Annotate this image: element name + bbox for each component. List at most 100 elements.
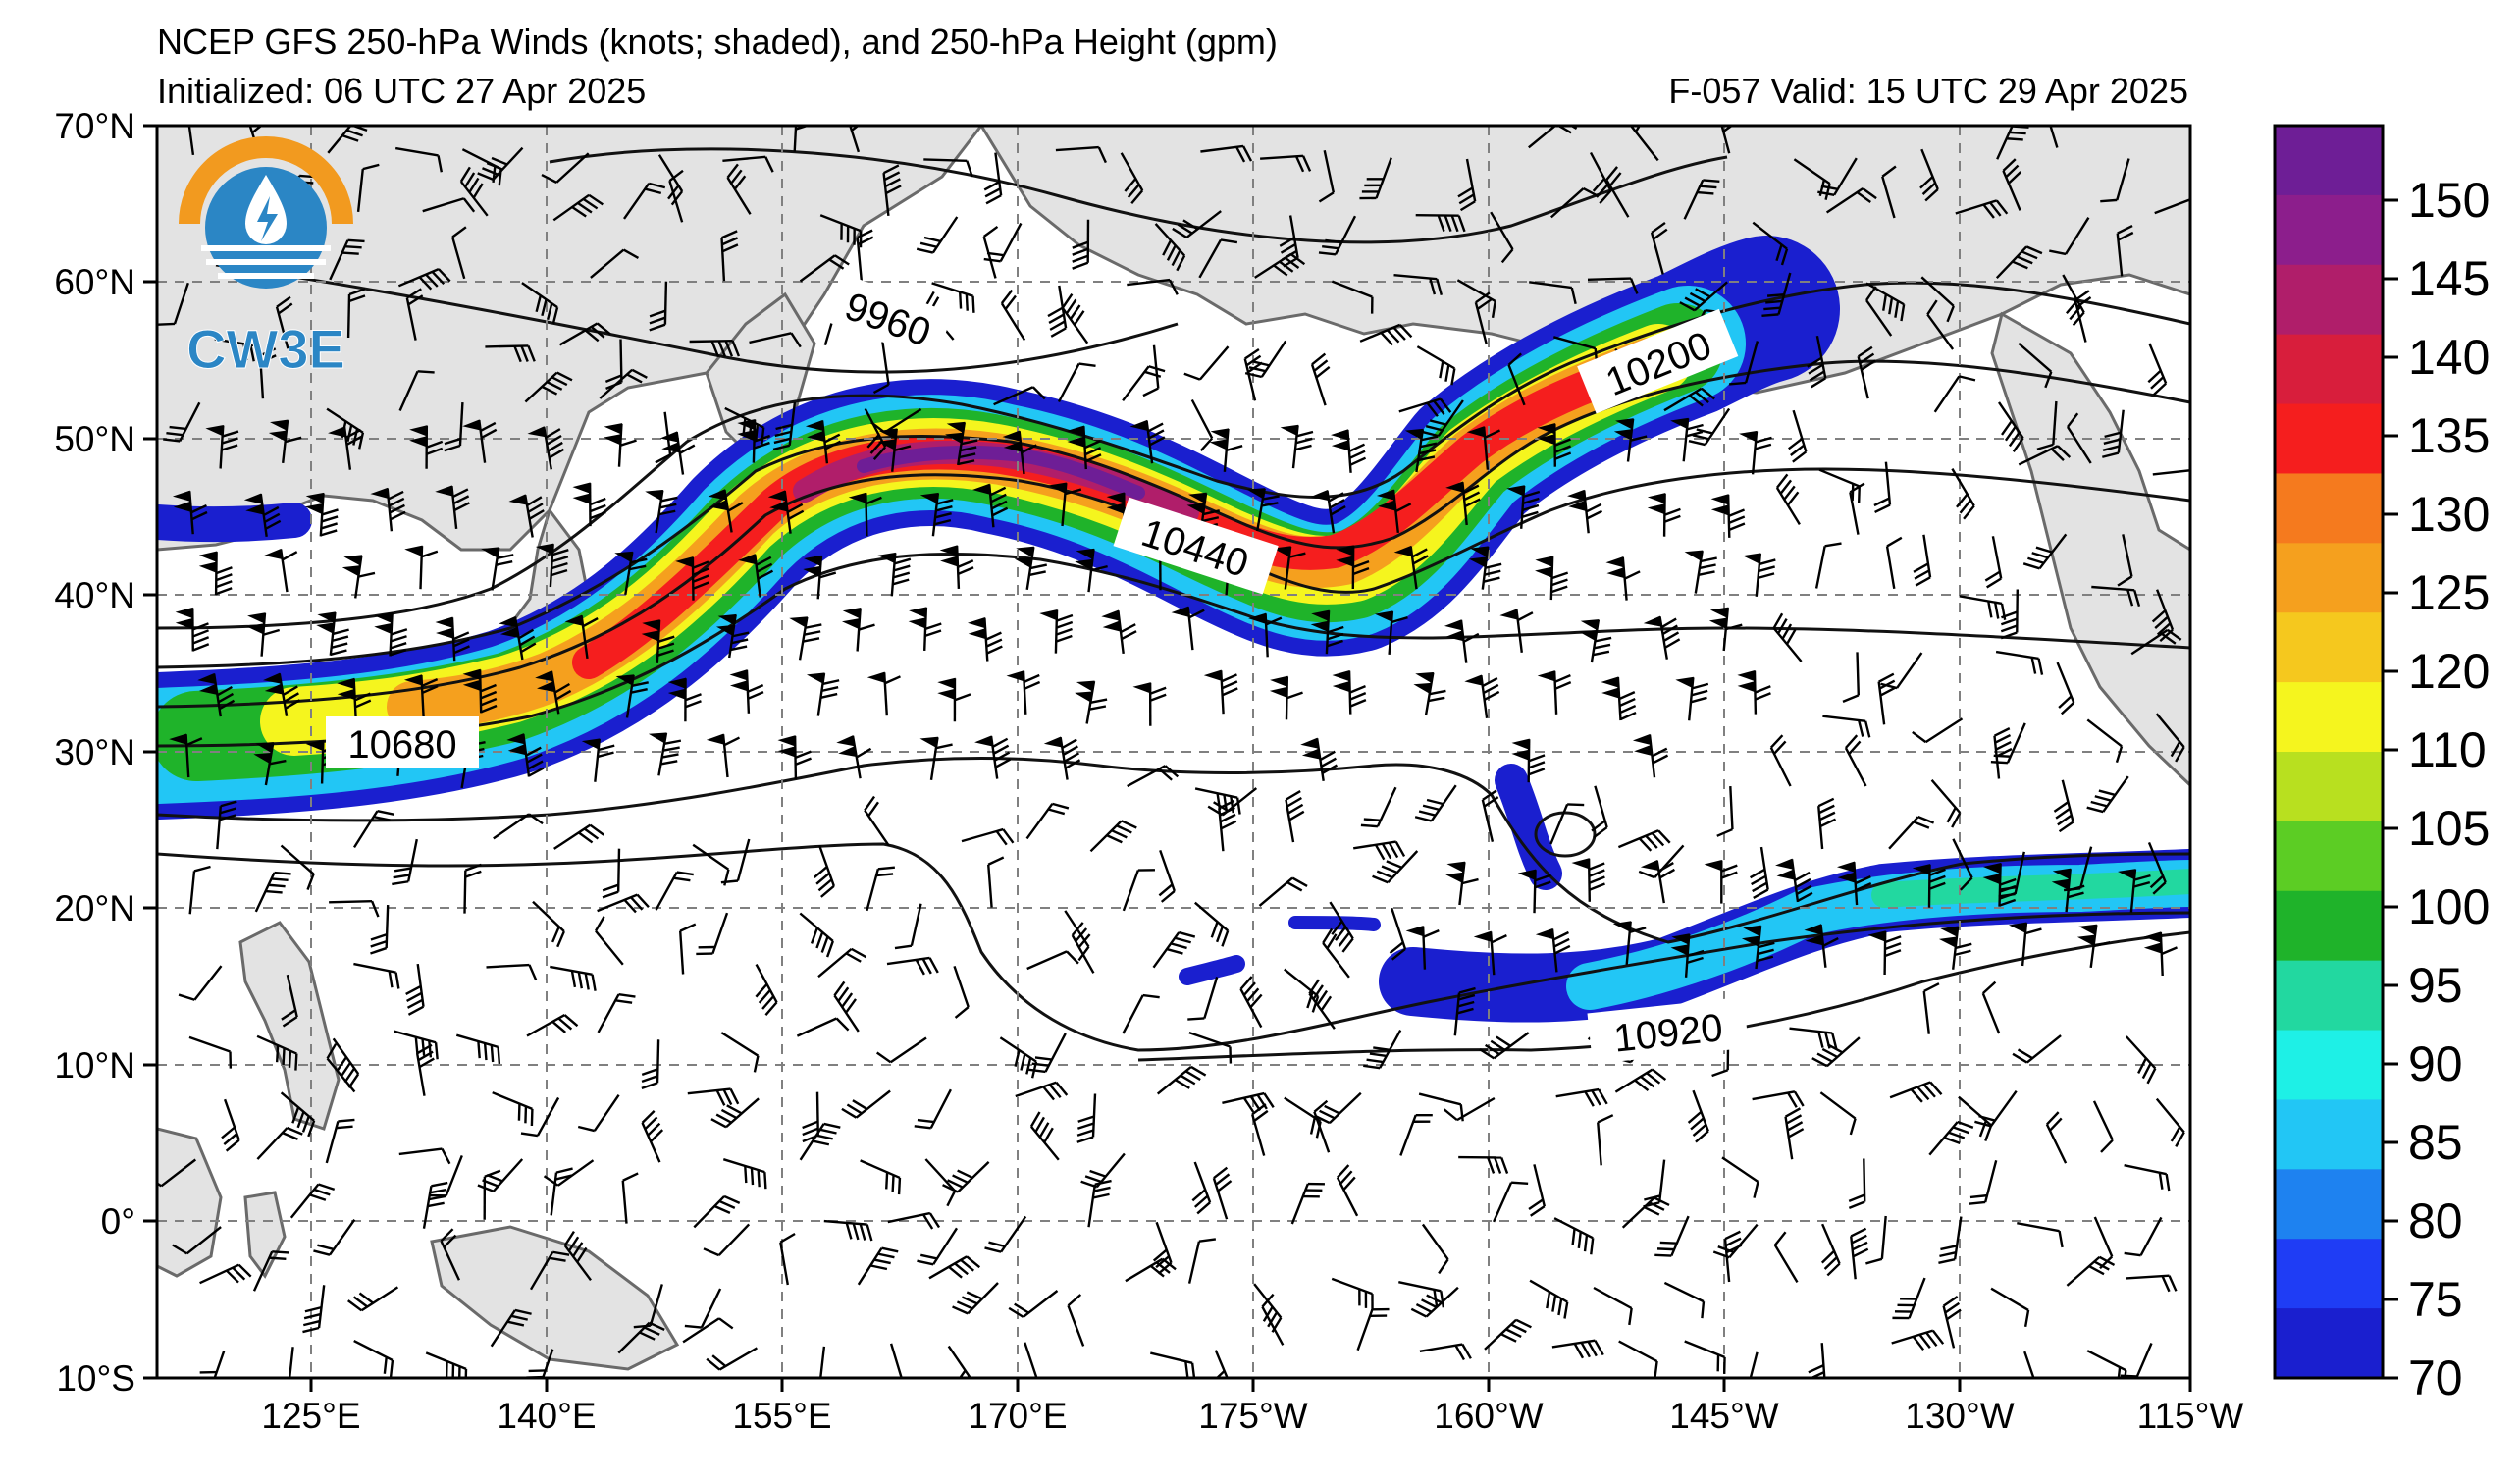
wind-barb — [1506, 485, 1541, 529]
wind-barb — [422, 1181, 448, 1229]
wind-barb — [968, 617, 1003, 662]
wind-barb — [2154, 196, 2190, 215]
contour-label-10680-group: 10680 — [326, 716, 479, 768]
wind-barb — [1836, 861, 1872, 906]
colorbar-segment — [2275, 890, 2383, 962]
wind-barb — [1605, 166, 1630, 218]
wind-barb — [1129, 419, 1166, 464]
wind-barb — [729, 669, 764, 714]
wind-barb — [1318, 150, 1336, 203]
wind-barb — [779, 1232, 796, 1286]
wind-barb — [1529, 1279, 1569, 1319]
wind-barb — [1127, 765, 1180, 788]
wind-barb — [435, 616, 470, 662]
wind-barb — [541, 152, 590, 184]
wind-barb — [706, 733, 741, 778]
wind-barb — [394, 1030, 439, 1060]
wind-barb — [1057, 362, 1096, 403]
colorbar-label: 100 — [2408, 879, 2490, 934]
wind-barb — [524, 371, 573, 403]
wind-barb — [844, 126, 866, 153]
wind-barb — [1359, 157, 1392, 200]
wind-barb — [2143, 931, 2178, 977]
wind-barb — [668, 169, 684, 223]
wind-barb — [1458, 1155, 1509, 1174]
wind-barb — [799, 912, 834, 958]
wind-barb — [280, 844, 315, 890]
wind-barb — [645, 489, 678, 534]
wind-barb — [1920, 276, 1955, 323]
contour-10320 — [157, 359, 2190, 669]
colorbar-segment — [2275, 1030, 2383, 1101]
wind-barb — [1336, 545, 1370, 590]
wind-barb — [1752, 221, 1789, 266]
wind-barb — [1811, 1036, 1861, 1068]
wind-barb — [326, 1043, 356, 1093]
wind-barb — [2045, 1111, 2068, 1164]
wind-barb — [1684, 550, 1717, 594]
land-new-guinea — [430, 1225, 680, 1371]
wind-barb — [2049, 217, 2090, 256]
lon-label-145w: 145°W — [1669, 1396, 1779, 1436]
wind-barb — [1125, 1257, 1177, 1283]
wind-barb — [254, 871, 291, 913]
wind-barb — [1912, 717, 1964, 744]
wind-barb — [919, 492, 954, 537]
colorbar-label: 70 — [2408, 1351, 2463, 1405]
wind-barb — [2074, 290, 2092, 343]
wind-barb — [1612, 921, 1647, 965]
wind-barb — [1865, 282, 1906, 322]
wind-barb — [415, 1043, 435, 1096]
wind-barb — [2018, 342, 2053, 389]
wind-barb — [860, 1159, 902, 1195]
wind-barb — [1737, 669, 1771, 715]
wind-barb — [1474, 291, 1493, 345]
wind-barb — [185, 126, 195, 156]
wind-barb — [459, 166, 489, 217]
wind-barb — [481, 547, 514, 591]
colorbar-segment — [2275, 403, 2383, 475]
wind-barb — [819, 214, 863, 248]
wind-barb — [1930, 779, 1962, 828]
wind-barb — [1331, 280, 1374, 314]
lat-label-50n: 50°N — [54, 419, 135, 459]
colorbar-segment — [2275, 821, 2383, 892]
wind-barb — [1817, 797, 1837, 850]
wind-barb — [2155, 1097, 2185, 1147]
wind-barb — [370, 487, 406, 532]
axis-ticks — [143, 124, 2192, 1392]
wind-barb — [2155, 713, 2185, 763]
wind-barb — [684, 1288, 722, 1329]
wind-barb — [1418, 1092, 1464, 1122]
wind-barb — [1269, 675, 1303, 720]
wind-barb — [506, 733, 545, 777]
wind-barb — [1261, 1293, 1285, 1346]
wind-barb — [246, 612, 281, 657]
wind-barb — [703, 1223, 751, 1257]
wind-barb — [1444, 619, 1480, 663]
wind-barb — [1457, 158, 1477, 212]
wind-barb — [485, 344, 536, 363]
wind-barb — [1026, 950, 1079, 971]
wind-barb — [917, 1227, 959, 1266]
wind-barb — [405, 288, 424, 341]
wind-barb — [337, 677, 372, 722]
wind-barb — [1087, 1179, 1112, 1228]
wind-barb — [848, 492, 882, 537]
wind-barb — [356, 163, 380, 213]
wind-barb — [1723, 1230, 1743, 1283]
wind-barb — [477, 146, 524, 181]
wind-barb — [444, 402, 464, 452]
contour-10200 — [157, 281, 2190, 630]
map-title: NCEP GFS 250-hPa Winds (knots; shaded), … — [157, 22, 1278, 62]
wind-barb — [1817, 157, 1858, 196]
wind-barb — [558, 322, 611, 346]
wind-barb — [1889, 1081, 1943, 1103]
wind-barb — [1820, 1223, 1841, 1277]
wind-barb — [163, 401, 201, 443]
wind-barb — [463, 863, 482, 914]
wind-barb — [535, 543, 569, 588]
wind-barb — [1443, 1096, 1496, 1122]
wind-barb — [597, 993, 636, 1033]
wind-barb — [1410, 1286, 1459, 1318]
